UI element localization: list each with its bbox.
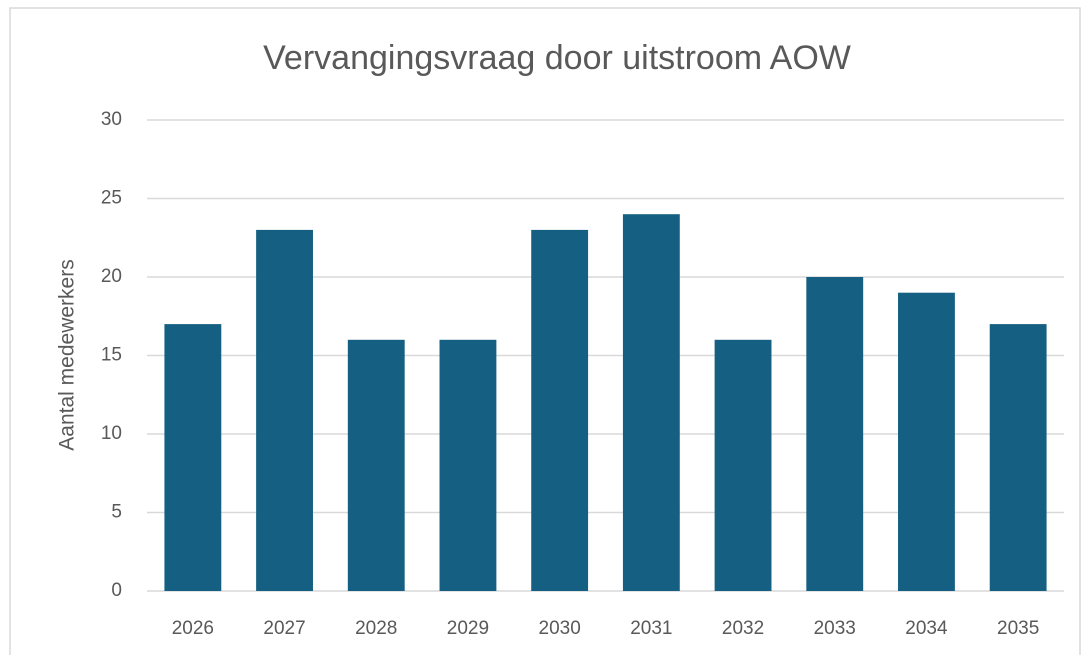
bar [622,214,680,591]
y-axis-label: Aantal medewerkers [56,259,79,450]
y-tick-label: 15 [101,345,122,366]
bar [164,324,222,591]
y-tick-label: 30 [101,109,122,130]
bar [347,339,405,591]
x-tick-label: 2030 [539,618,581,639]
x-tick-label: 2027 [263,618,305,639]
y-tick-label: 5 [111,502,122,523]
bar [714,339,772,591]
x-tick-label: 2031 [630,618,672,639]
x-tick-label: 2034 [905,618,948,639]
x-tick-label: 2032 [722,618,764,639]
bar [898,292,955,591]
y-tick-label: 0 [111,580,122,601]
bar [806,277,864,591]
x-tick-label: 2035 [997,618,1039,639]
bar [989,324,1047,591]
bar [439,339,497,591]
x-tick-label: 2033 [814,618,856,639]
y-tick-label: 25 [101,188,122,209]
y-tick-label: 10 [101,423,122,444]
x-tick-label: 2026 [172,618,214,639]
y-tick-label: 20 [101,266,122,287]
x-tick-label: 2029 [447,618,489,639]
bar [531,229,589,591]
chart-title: Vervangingsvraag door uitstroom AOW [263,39,851,77]
bar [256,229,313,591]
x-tick-label: 2028 [355,618,397,639]
